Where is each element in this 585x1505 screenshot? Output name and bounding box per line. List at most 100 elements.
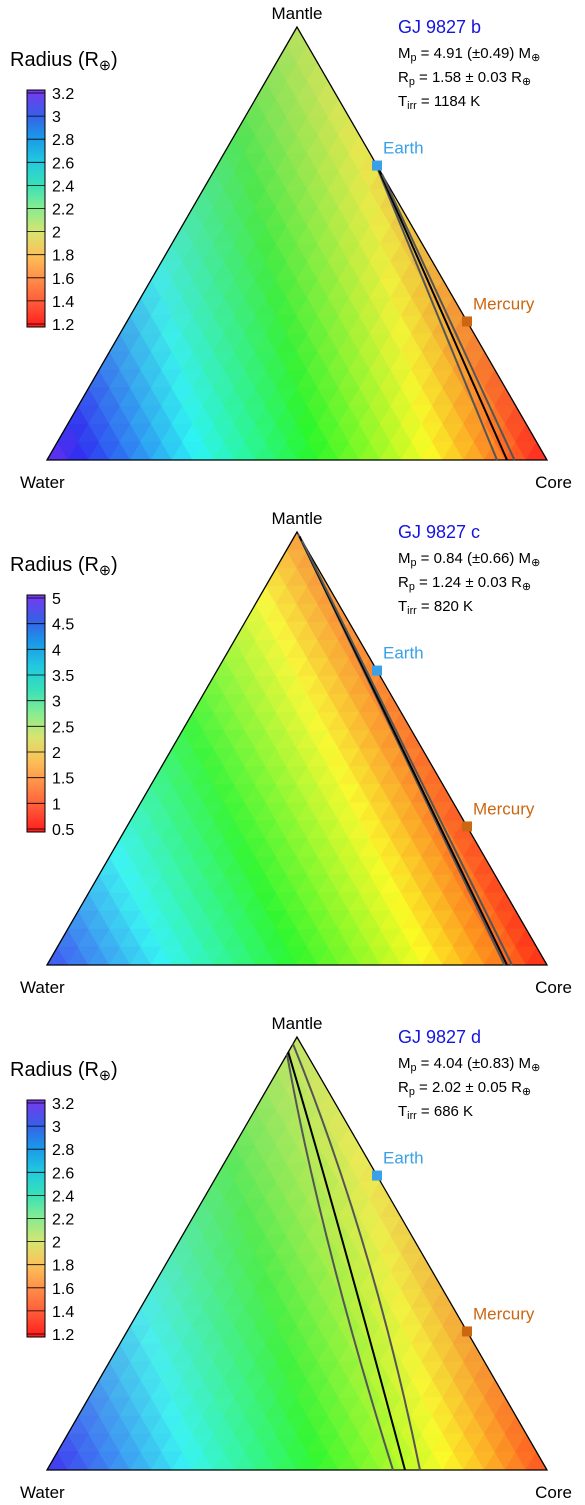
text-run: = 820 K xyxy=(417,598,473,615)
text-run: = 2.02 ± 0.05 R xyxy=(415,1079,522,1096)
colorbar xyxy=(26,594,46,833)
colorbar-tick-label: 5 xyxy=(52,591,61,608)
colorbar-tick-label: 2.6 xyxy=(52,155,74,172)
colorbar-tick-label: 1 xyxy=(52,796,61,813)
colorbar-tick-label: 2 xyxy=(52,745,61,762)
colorbar-title: Radius (R⊕) xyxy=(10,1059,118,1084)
colorbar-tick-label: 2 xyxy=(52,1235,61,1252)
planet-title: GJ 9827 c xyxy=(398,522,480,542)
colorbar-tick-label: 1.4 xyxy=(52,1304,74,1321)
text-run: M xyxy=(398,1055,411,1072)
corner-label: Mantle xyxy=(271,509,322,528)
colorbar-title: Radius (R⊕) xyxy=(10,554,118,579)
planet-title: GJ 9827 d xyxy=(398,1027,481,1047)
subscript: p xyxy=(409,76,415,88)
corner-label: Water xyxy=(20,1483,65,1502)
colorbar-tick-label: 4 xyxy=(52,642,61,659)
colorbar-tick-label: 1.6 xyxy=(52,271,74,288)
subscript: irr xyxy=(407,1110,417,1122)
parameter: Tirr = 686 K xyxy=(398,1103,473,1122)
colorbar-tick-label: 1.4 xyxy=(52,294,74,311)
contour-line xyxy=(286,1054,394,1471)
text-run: Radius (R xyxy=(10,554,99,576)
text-run: ) xyxy=(111,1059,118,1081)
planet-marker xyxy=(372,1170,382,1181)
text-run: T xyxy=(398,93,407,110)
text-run: M xyxy=(398,550,411,567)
subscript: p xyxy=(411,557,417,569)
text-run: = 1.24 ± 0.03 R xyxy=(415,574,522,591)
contour-line xyxy=(376,165,508,461)
text-run: = 1.58 ± 0.03 R xyxy=(415,69,522,86)
colorbar-tick-label: 3.2 xyxy=(52,1096,74,1113)
corner-label: Mantle xyxy=(271,1014,322,1033)
subscript: ⊕ xyxy=(99,58,111,74)
text-run: T xyxy=(398,1103,407,1120)
colorbar-tick-label: 2.8 xyxy=(52,132,74,149)
parameter: Mp = 4.91 (±0.49) M⊕ xyxy=(398,45,540,64)
colorbar-tick-label: 3 xyxy=(52,1119,61,1136)
text-run: = 686 K xyxy=(417,1103,473,1120)
text-run: R xyxy=(398,1079,409,1096)
text-run: T xyxy=(398,598,407,615)
colorbar-tick-label: 3.2 xyxy=(52,86,74,103)
colorbar-tick-label: 1.6 xyxy=(52,1281,74,1298)
subscript: p xyxy=(411,52,417,64)
colorbar-tick-label: 2.2 xyxy=(52,202,74,219)
colorbar-tick-label: 2.4 xyxy=(52,178,74,195)
text-run: R xyxy=(398,69,409,86)
subscript: p xyxy=(409,1086,415,1098)
contour-line xyxy=(298,535,508,966)
colorbar-tick-label: 4.5 xyxy=(52,617,74,634)
colorbar-tick-label: 3.5 xyxy=(52,668,74,685)
planet-marker xyxy=(462,316,472,327)
colorbar-title: Radius (R⊕) xyxy=(10,49,118,74)
contour-line xyxy=(287,1051,406,1471)
parameter: Rp = 1.58 ± 0.03 R⊕ xyxy=(398,69,531,88)
corner-label: Water xyxy=(20,978,65,997)
colorbar-tick-label: 2.8 xyxy=(52,1142,74,1159)
contour-line xyxy=(373,160,498,461)
subscript: ⊕ xyxy=(531,1062,540,1074)
subscript: ⊕ xyxy=(522,76,531,88)
colorbar-tick-label: 1.5 xyxy=(52,771,74,788)
colorbar-tick-label: 1.2 xyxy=(52,317,74,334)
parameter: Mp = 4.04 (±0.83) M⊕ xyxy=(398,1055,540,1074)
contour-line xyxy=(381,173,516,461)
planet-marker xyxy=(462,821,472,832)
corner-label: Core xyxy=(535,1483,572,1502)
planet-label: Earth xyxy=(383,1149,424,1168)
colorbar-tick-label: 1.8 xyxy=(52,1258,74,1275)
text-run: = 0.84 (±0.66) M xyxy=(417,550,532,567)
fill-cell xyxy=(286,26,308,46)
subscript: ⊕ xyxy=(99,563,111,579)
triangle-frame xyxy=(45,25,549,461)
triangle-frame xyxy=(45,530,549,966)
subscript: p xyxy=(411,1062,417,1074)
planet-title: GJ 9827 b xyxy=(398,17,481,37)
parameter: Tirr = 820 K xyxy=(398,598,473,617)
text-run: ) xyxy=(111,49,118,71)
planet-label: Earth xyxy=(383,139,424,158)
text-run: Radius (R xyxy=(10,1059,99,1081)
parameter: Rp = 2.02 ± 0.05 R⊕ xyxy=(398,1079,531,1098)
text-run: = 4.04 (±0.83) M xyxy=(417,1055,532,1072)
planet-marker xyxy=(462,1326,472,1337)
subscript: irr xyxy=(407,100,417,112)
colorbar-tick-label: 2.5 xyxy=(52,719,74,736)
subscript: ⊕ xyxy=(531,52,540,64)
colorbar-tick-label: 1.8 xyxy=(52,248,74,265)
colorbar-tick-label: 2.6 xyxy=(52,1165,74,1182)
text-run: M xyxy=(398,45,411,62)
subscript: ⊕ xyxy=(522,1086,531,1098)
subscript: ⊕ xyxy=(99,1068,111,1084)
subscript: ⊕ xyxy=(522,581,531,593)
planet-label: Mercury xyxy=(473,1304,535,1323)
subscript: p xyxy=(409,581,415,593)
planet-marker xyxy=(372,665,382,676)
parameter: Mp = 0.84 (±0.66) M⊕ xyxy=(398,550,540,569)
subscript: ⊕ xyxy=(531,557,540,569)
text-run: ) xyxy=(111,554,118,576)
colorbar-tick-label: 1.2 xyxy=(52,1327,74,1344)
